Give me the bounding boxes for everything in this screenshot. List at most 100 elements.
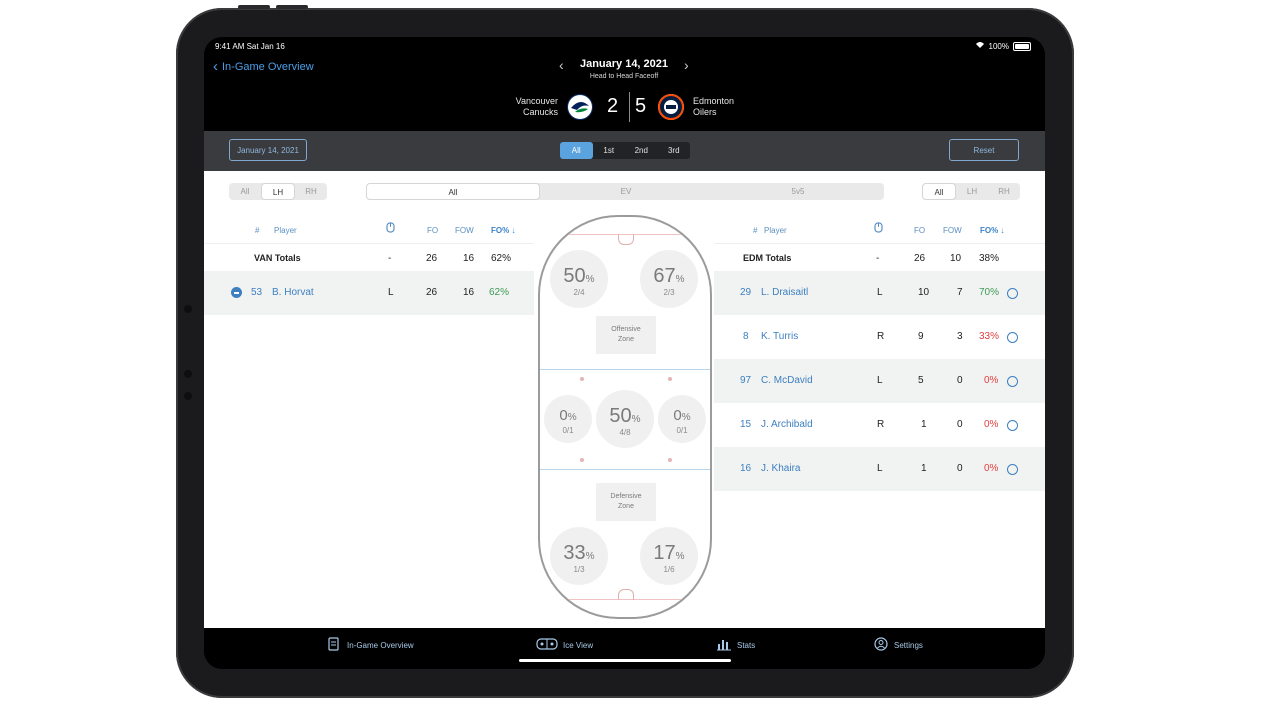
player-fow: 0 bbox=[957, 375, 963, 386]
totals-hand: - bbox=[876, 253, 880, 264]
van-col-num: # bbox=[255, 226, 260, 235]
van-col-fopct[interactable]: FO% ↓ bbox=[491, 226, 516, 235]
player-name[interactable]: L. Draisaitl bbox=[761, 287, 809, 298]
canucks-logo-icon bbox=[567, 94, 593, 120]
player-hand: L bbox=[877, 287, 883, 298]
select-circle-icon[interactable] bbox=[1007, 464, 1018, 475]
edm-totals-row: EDM Totals - 26 10 38% bbox=[714, 243, 1045, 272]
goal-line bbox=[540, 234, 710, 235]
table-row[interactable]: 15 J. Archibald R 1 0 0% bbox=[714, 403, 1045, 447]
status-battery: 100% bbox=[975, 41, 1031, 51]
player-number: 29 bbox=[740, 287, 752, 298]
player-number: 53 bbox=[251, 287, 263, 298]
player-name[interactable]: K. Turris bbox=[761, 331, 799, 342]
remove-icon[interactable] bbox=[231, 287, 242, 298]
neutral-dot bbox=[668, 458, 672, 462]
totals-fo: 26 bbox=[914, 253, 926, 264]
edm-handedness-filter: All LH RH bbox=[922, 183, 1020, 200]
table-row[interactable]: 8 K. Turris R 9 3 33% bbox=[714, 315, 1045, 359]
sensor-dot bbox=[184, 392, 192, 400]
faceoff-rink: 50% 2/4 67% 2/3 Offensive Zone 0% 0/1 50… bbox=[538, 215, 712, 619]
hand-icon bbox=[874, 222, 883, 235]
player-name[interactable]: B. Horvat bbox=[272, 287, 314, 298]
player-fow: 0 bbox=[957, 463, 963, 474]
zone-dot-neutral-right[interactable]: 0% 0/1 bbox=[658, 395, 706, 443]
home-indicator[interactable] bbox=[519, 659, 731, 662]
zone-dot-offensive-left[interactable]: 50% 2/4 bbox=[550, 250, 608, 308]
table-row[interactable]: 29 L. Draisaitl L 10 7 70% bbox=[714, 271, 1045, 315]
edm-col-fow[interactable]: FOW bbox=[943, 226, 962, 235]
goal-crease bbox=[618, 589, 634, 600]
select-circle-icon[interactable] bbox=[1007, 288, 1018, 299]
player-fow: 7 bbox=[957, 287, 963, 298]
table-row[interactable]: 16 J. Khaira L 1 0 0% bbox=[714, 447, 1045, 491]
edm-col-player: Player bbox=[764, 226, 787, 235]
edm-col-fo[interactable]: FO bbox=[914, 226, 926, 235]
battery-percent: 100% bbox=[988, 41, 1009, 51]
chevron-left-icon: ‹ bbox=[213, 58, 218, 75]
zone-dot-center[interactable]: 50% 4/8 bbox=[596, 390, 654, 448]
game-date: January 14, 2021 bbox=[579, 58, 669, 70]
zone-dot-neutral-left[interactable]: 0% 0/1 bbox=[544, 395, 592, 443]
select-circle-icon[interactable] bbox=[1007, 420, 1018, 431]
strength-all[interactable]: All bbox=[366, 183, 540, 200]
clipboard-icon bbox=[326, 637, 342, 653]
offensive-zone-label: Offensive Zone bbox=[596, 316, 656, 354]
battery-icon bbox=[1013, 41, 1031, 51]
player-number: 15 bbox=[740, 419, 752, 430]
status-bar: 9:41 AM Sat Jan 16 100% bbox=[204, 37, 1045, 55]
period-3rd[interactable]: 3rd bbox=[667, 146, 680, 155]
reset-button[interactable]: Reset bbox=[949, 139, 1019, 161]
period-2nd[interactable]: 2nd bbox=[634, 146, 648, 155]
next-date-arrow[interactable]: › bbox=[684, 57, 689, 73]
totals-label: VAN Totals bbox=[254, 253, 301, 263]
player-name[interactable]: C. McDavid bbox=[761, 375, 813, 386]
tab-settings[interactable]: Settings bbox=[873, 637, 923, 653]
hand-icon bbox=[386, 222, 395, 235]
zone-dot-defensive-right[interactable]: 17% 1/6 bbox=[640, 527, 698, 585]
volume-button bbox=[276, 5, 308, 9]
zone-dot-offensive-right[interactable]: 67% 2/3 bbox=[640, 250, 698, 308]
period-segmented-control: All 1st 2nd 3rd bbox=[560, 142, 690, 159]
strength-filter: All EV 5v5 bbox=[366, 183, 884, 200]
strength-5v5[interactable]: 5v5 bbox=[791, 187, 805, 196]
edm-filter-lh[interactable]: LH bbox=[966, 187, 978, 196]
period-all[interactable]: All bbox=[560, 142, 593, 159]
player-name[interactable]: J. Khaira bbox=[761, 463, 801, 474]
van-col-fow[interactable]: FOW bbox=[455, 226, 474, 235]
strength-ev[interactable]: EV bbox=[620, 187, 632, 196]
blue-line bbox=[540, 369, 710, 370]
zone-dot-defensive-left[interactable]: 33% 1/3 bbox=[550, 527, 608, 585]
player-number: 8 bbox=[743, 331, 749, 342]
tab-ice-view[interactable]: Ice View bbox=[536, 637, 593, 653]
edm-col-fopct[interactable]: FO% ↓ bbox=[980, 226, 1005, 235]
select-circle-icon[interactable] bbox=[1007, 376, 1018, 387]
player-name[interactable]: J. Archibald bbox=[761, 419, 813, 430]
oilers-logo-icon bbox=[658, 94, 684, 120]
van-col-fo[interactable]: FO bbox=[427, 226, 439, 235]
table-row[interactable]: 97 C. McDavid L 5 0 0% bbox=[714, 359, 1045, 403]
select-circle-icon[interactable] bbox=[1007, 332, 1018, 343]
player-number: 16 bbox=[740, 463, 752, 474]
van-filter-rh[interactable]: RH bbox=[305, 187, 317, 196]
edm-filter-rh[interactable]: RH bbox=[998, 187, 1010, 196]
back-button[interactable]: ‹ In-Game Overview bbox=[213, 58, 314, 75]
tab-label: Stats bbox=[737, 640, 756, 650]
back-label: In-Game Overview bbox=[222, 61, 314, 73]
player-fo: 1 bbox=[921, 419, 927, 430]
van-filter-lh[interactable]: LH bbox=[261, 183, 295, 200]
prev-date-arrow[interactable]: ‹ bbox=[559, 57, 564, 73]
table-row[interactable]: 53 B. Horvat L 26 16 62% bbox=[204, 271, 534, 315]
date-picker-button[interactable]: January 14, 2021 bbox=[229, 139, 307, 161]
tab-bar: In-Game Overview Ice View Stats Settings bbox=[204, 628, 1045, 669]
van-col-player: Player bbox=[274, 226, 297, 235]
edm-filter-all[interactable]: All bbox=[922, 183, 956, 200]
scoreboard: Vancouver Canucks 2 5 Edmonton Oilers bbox=[504, 92, 744, 124]
tab-stats[interactable]: Stats bbox=[716, 637, 755, 653]
player-fopct: 0% bbox=[984, 463, 999, 474]
van-filter-all[interactable]: All bbox=[240, 187, 250, 196]
player-fo: 1 bbox=[921, 463, 927, 474]
tab-in-game-overview[interactable]: In-Game Overview bbox=[326, 637, 414, 653]
player-fow: 3 bbox=[957, 331, 963, 342]
period-1st[interactable]: 1st bbox=[603, 146, 615, 155]
